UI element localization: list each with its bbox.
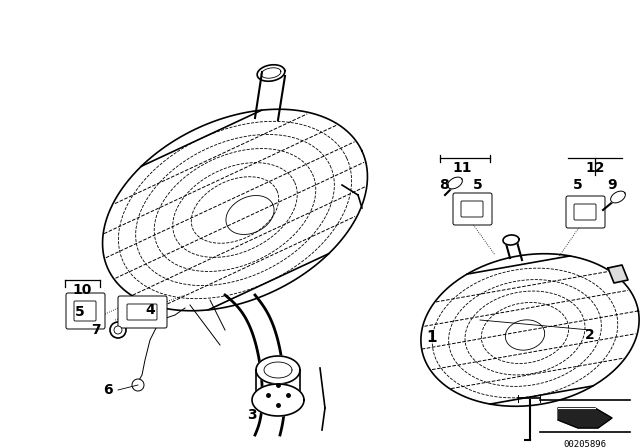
Text: 5: 5 bbox=[573, 178, 583, 192]
Text: 00205896: 00205896 bbox=[563, 440, 607, 448]
Text: 2: 2 bbox=[585, 328, 595, 342]
Polygon shape bbox=[447, 177, 462, 189]
Text: 9: 9 bbox=[607, 178, 617, 192]
Text: 5: 5 bbox=[75, 305, 85, 319]
Polygon shape bbox=[558, 408, 612, 428]
FancyBboxPatch shape bbox=[74, 301, 96, 321]
Text: 1: 1 bbox=[427, 331, 437, 345]
Circle shape bbox=[114, 326, 122, 334]
Polygon shape bbox=[252, 384, 304, 416]
Polygon shape bbox=[102, 109, 367, 311]
Polygon shape bbox=[421, 254, 639, 406]
Polygon shape bbox=[256, 356, 300, 384]
Polygon shape bbox=[611, 191, 625, 203]
FancyBboxPatch shape bbox=[566, 196, 605, 228]
FancyBboxPatch shape bbox=[118, 296, 167, 328]
Text: 11: 11 bbox=[452, 161, 472, 175]
Text: 8: 8 bbox=[439, 178, 449, 192]
Text: 12: 12 bbox=[585, 161, 605, 175]
Text: 3: 3 bbox=[247, 408, 257, 422]
Polygon shape bbox=[256, 384, 300, 412]
FancyBboxPatch shape bbox=[66, 293, 105, 329]
Circle shape bbox=[132, 379, 144, 391]
FancyBboxPatch shape bbox=[127, 304, 157, 320]
Text: 4: 4 bbox=[145, 303, 155, 317]
Polygon shape bbox=[257, 65, 285, 81]
Polygon shape bbox=[608, 265, 628, 283]
Polygon shape bbox=[503, 235, 519, 245]
FancyBboxPatch shape bbox=[461, 201, 483, 217]
Text: 7: 7 bbox=[91, 323, 101, 337]
FancyBboxPatch shape bbox=[453, 193, 492, 225]
Circle shape bbox=[110, 322, 126, 338]
Text: 6: 6 bbox=[103, 383, 113, 397]
Text: 10: 10 bbox=[72, 283, 92, 297]
FancyBboxPatch shape bbox=[574, 204, 596, 220]
Text: 5: 5 bbox=[473, 178, 483, 192]
